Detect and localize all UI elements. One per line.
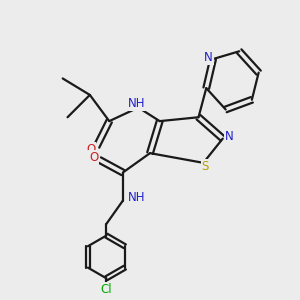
- Text: NH: NH: [128, 97, 145, 110]
- Text: S: S: [202, 160, 209, 173]
- Text: NH: NH: [128, 191, 145, 204]
- Text: N: N: [204, 51, 213, 64]
- Text: Cl: Cl: [100, 284, 112, 296]
- Text: N: N: [225, 130, 234, 143]
- Text: O: O: [86, 143, 95, 156]
- Text: O: O: [89, 151, 98, 164]
